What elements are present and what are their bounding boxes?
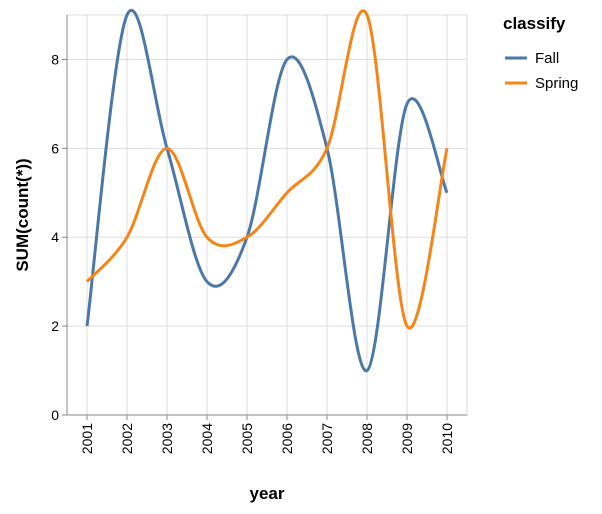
x-axis-title: year [250, 484, 285, 503]
series-layer [85, 9, 449, 373]
x-tick-label: 2002 [119, 423, 135, 454]
y-tick-label: 6 [51, 140, 59, 156]
legend-label-spring: Spring [535, 75, 578, 92]
y-tick-label: 0 [51, 407, 59, 423]
y-tick-label: 4 [51, 229, 59, 245]
legend-title: classify [503, 14, 566, 33]
x-tick-label: 2010 [439, 423, 455, 454]
y-axis-title: SUM(count(*)) [13, 158, 32, 271]
x-gridlines [86, 15, 448, 415]
x-tick-label: 2007 [319, 423, 335, 454]
y-tick-label: 8 [51, 51, 59, 67]
y-tick-label: 2 [51, 318, 59, 334]
y-axis: 0 2 4 6 8 [51, 15, 68, 423]
x-tick-label: 2001 [79, 423, 95, 454]
x-tick-label: 2004 [199, 423, 215, 454]
legend: classify Fall Spring [503, 14, 578, 92]
x-tick-label: 2003 [159, 423, 175, 454]
series-line-spring [85, 9, 449, 330]
x-axis: 2001 2002 2003 2004 2005 2006 2007 2008 2009 2010 [67, 414, 467, 454]
x-tick-label: 2006 [279, 423, 295, 454]
legend-label-fall: Fall [535, 50, 559, 67]
x-tick-label: 2005 [239, 423, 255, 454]
series-line-fall [85, 9, 449, 373]
x-tick-label: 2008 [359, 423, 375, 454]
x-tick-label: 2009 [399, 423, 415, 454]
